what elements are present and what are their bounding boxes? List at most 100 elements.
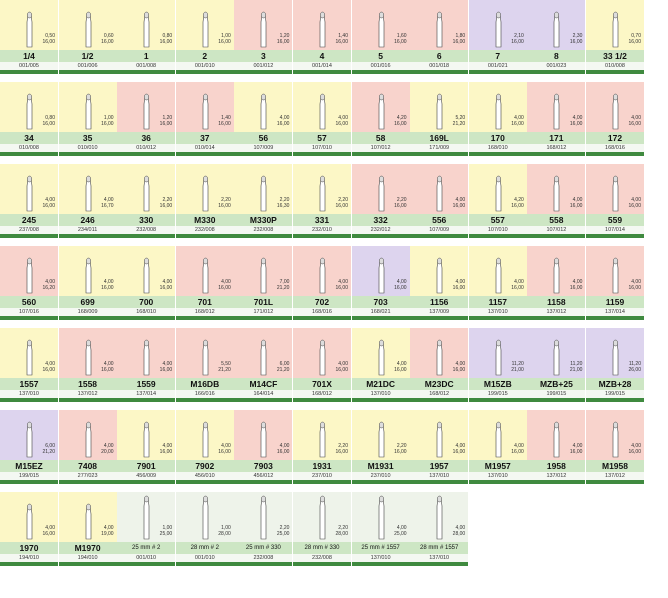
product-label: 1958	[527, 460, 586, 472]
product-code: 137/010	[0, 390, 58, 398]
product-cell: 0,50 16,00 1/4 001/005	[0, 0, 58, 74]
row-bar	[293, 398, 351, 402]
product-cell: 4,00 25,00 25 mm # 1557 137/010	[351, 492, 410, 566]
product-cell: 6,00 21,20 M15EZ 199/015	[0, 410, 58, 484]
diameter: 1,40	[221, 115, 231, 121]
length: 16,00	[42, 39, 55, 45]
bur-icon	[143, 175, 150, 212]
product-label: 1156	[410, 296, 469, 308]
product-image: 4,00 16,00	[351, 328, 410, 378]
diameter: 4,00	[455, 361, 466, 367]
row-bar	[351, 70, 410, 74]
product-image: 6,00 21,20	[0, 410, 58, 460]
length: 16,00	[452, 449, 466, 455]
product-code: 456/010	[175, 472, 234, 480]
length: 16,00	[42, 203, 55, 209]
diameter: 4,00	[279, 115, 290, 121]
product-cell: 4,00 16,00 M21DC 137/010	[351, 328, 410, 402]
product-label: 35	[58, 132, 117, 144]
product-cell: 4,00 16,00 1158 137/012	[527, 246, 586, 320]
length: 16,00	[335, 203, 348, 209]
product-image: 2,20 16,00	[351, 410, 410, 460]
row-bar	[586, 234, 644, 238]
product-label: 5	[351, 50, 410, 62]
product-label: 1157	[468, 296, 527, 308]
product-image: 4,00 20,00	[58, 410, 117, 460]
length: 16,00	[394, 449, 407, 455]
length: 16,00	[394, 285, 407, 291]
product-image: 4,00 16,00	[527, 164, 586, 214]
product-cell: 4,00 16,00 1156 137/009	[410, 246, 469, 320]
diameter: 2,20	[279, 197, 290, 203]
product-image: 0,80 16,00	[117, 0, 176, 50]
product-code: 232/008	[234, 226, 293, 234]
row-bar	[58, 562, 117, 566]
product-image: 5,20 21,20	[410, 82, 469, 132]
product-code: 168/012	[175, 308, 234, 316]
product-code: 137/010	[351, 554, 410, 562]
length: 16,00	[101, 39, 114, 45]
row-bar	[468, 398, 527, 402]
product-cell: 0,80 16,00 34 010/008	[0, 82, 58, 156]
length: 25,00	[159, 531, 173, 537]
diameter: 1,00	[162, 525, 173, 531]
product-label: 169L	[410, 132, 469, 144]
product-code: 107/012	[527, 226, 586, 234]
product-image: 4,00 16,00	[293, 328, 351, 378]
product-cell: 4,00 16,00 1559 137/014	[117, 328, 176, 402]
length: 16,00	[218, 39, 231, 45]
length: 28,00	[452, 531, 466, 537]
product-code: 234/011	[58, 226, 117, 234]
product-cell: 4,00 16,70 246 234/011	[58, 164, 117, 238]
product-label: M23DC	[410, 378, 469, 390]
product-cell: 4,00 16,00 1970 194/010	[0, 492, 58, 566]
bur-icon	[202, 11, 209, 48]
product-image: 2,10 16,00	[468, 0, 527, 50]
product-image: 4,00 16,00	[410, 328, 469, 378]
product-label: 36	[117, 132, 176, 144]
product-label: 560	[0, 296, 58, 308]
length: 16,00	[569, 39, 583, 45]
bur-icon	[85, 503, 91, 540]
product-cell: 4,00 28,00 28 mm # 1557 137/010	[410, 492, 469, 566]
product-cell: 2,20 16,00 M1931 237/010	[351, 410, 410, 484]
product-code: 137/010	[468, 308, 527, 316]
product-label: M1931	[351, 460, 410, 472]
bur-icon	[261, 11, 267, 48]
row-bar	[234, 152, 293, 156]
row-bar	[527, 70, 586, 74]
diameter: 4,00	[572, 279, 583, 285]
product-code: 237/010	[293, 472, 351, 480]
bur-icon	[495, 257, 502, 294]
bur-icon	[319, 93, 326, 130]
bur-icon	[26, 93, 33, 130]
length: 16,00	[511, 285, 524, 291]
product-cell: 1,00 25,00 25 mm # 2 001/010	[117, 492, 176, 566]
bur-icon	[202, 93, 209, 130]
diameter: 4,00	[162, 279, 173, 285]
bur-icon	[202, 495, 209, 540]
product-label: 1159	[586, 296, 644, 308]
row-bar	[234, 316, 293, 320]
product-label: M1970	[58, 542, 117, 554]
product-image: 4,00 16,00	[586, 164, 644, 214]
row-bar	[351, 480, 410, 484]
product-label: MZB+28	[586, 378, 644, 390]
product-code: 001/023	[527, 62, 586, 70]
bur-icon	[143, 421, 150, 458]
length: 16,00	[218, 449, 231, 455]
product-label: 2	[175, 50, 234, 62]
row-bar	[468, 316, 527, 320]
product-cell: 4,00 16,00 699 168/009	[58, 246, 117, 320]
length: 19,00	[101, 531, 114, 537]
diameter: 2,10	[514, 33, 524, 39]
product-code: 237/008	[0, 226, 58, 234]
diameter: 2,20	[221, 197, 231, 203]
product-label: 557	[468, 214, 527, 226]
diameter: 1,00	[221, 33, 231, 39]
row-bar	[586, 70, 644, 74]
row-bar	[175, 562, 234, 566]
diameter: 4,00	[338, 115, 348, 121]
product-code: 456/009	[117, 472, 176, 480]
diameter: 4,00	[45, 279, 55, 285]
